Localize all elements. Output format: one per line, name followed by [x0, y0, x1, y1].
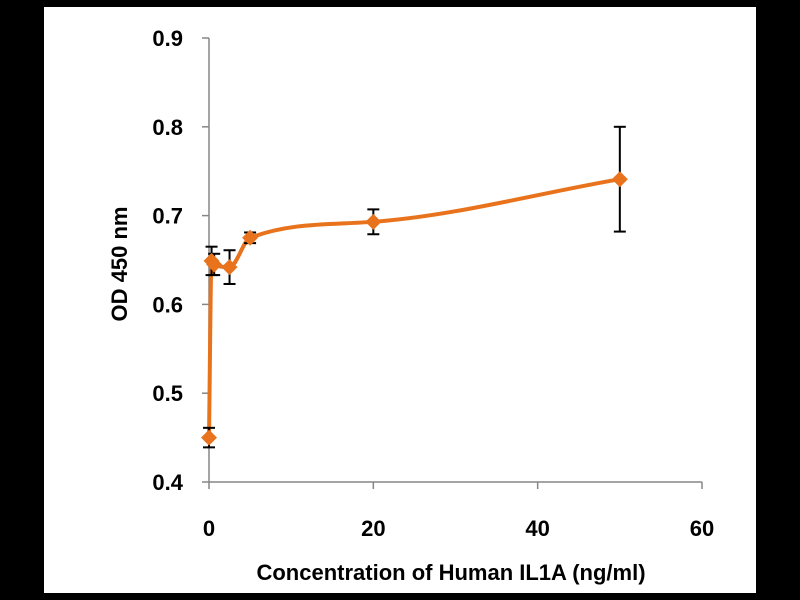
data-point-marker: [221, 259, 238, 276]
axes: [208, 38, 702, 483]
y-tick-label: 0.8: [152, 115, 183, 140]
data-point-marker: [206, 256, 223, 273]
data-point-marker: [242, 229, 259, 246]
data-point-marker: [365, 213, 382, 230]
y-tick-label: 0.6: [152, 292, 183, 317]
data-markers: [201, 171, 628, 446]
x-axis-title: Concentration of Human IL1A (ng/ml): [256, 560, 645, 585]
y-axis-title: OD 450 nm: [107, 207, 132, 322]
y-tick-label: 0.7: [152, 204, 183, 229]
x-tick-label: 40: [525, 516, 549, 541]
data-point-marker: [611, 171, 628, 188]
y-tick-label: 0.5: [152, 381, 183, 406]
x-tick-label: 60: [690, 516, 714, 541]
x-tick-label: 0: [203, 516, 215, 541]
chart-frame: [42, 5, 758, 595]
y-tick-label: 0.4: [152, 470, 183, 495]
series-line: [207, 177, 621, 438]
x-ticks: 0 20 40 60: [203, 482, 714, 541]
y-ticks: 0.4 0.5 0.6 0.7 0.8 0.9: [152, 26, 209, 495]
error-bars: [203, 125, 626, 449]
data-point-marker: [201, 429, 217, 446]
x-tick-label: 20: [361, 516, 385, 541]
y-tick-label: 0.9: [152, 26, 183, 51]
